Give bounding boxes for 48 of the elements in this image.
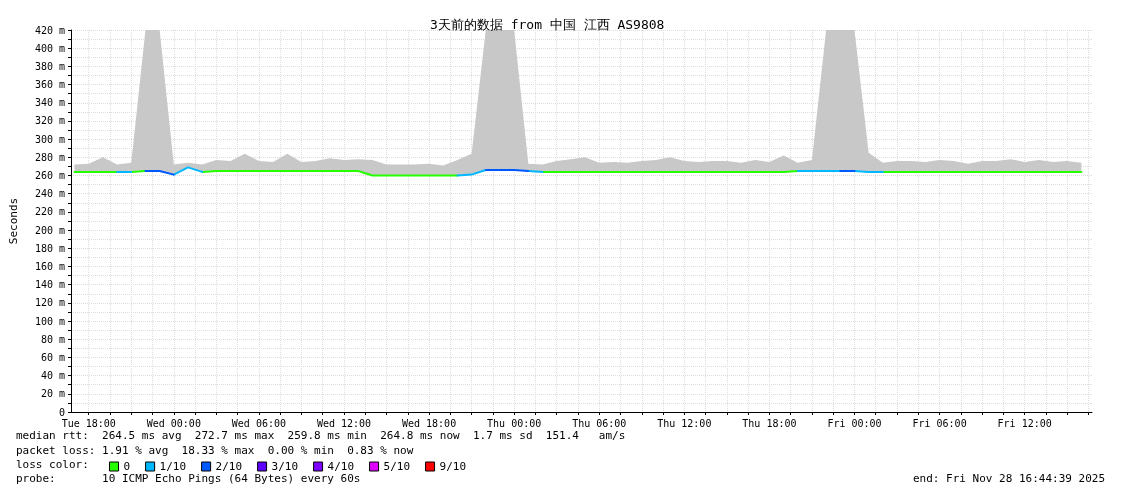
- x-tick-label: Wed 18:00: [401, 417, 457, 429]
- x-tick-label: Wed 06:00: [231, 417, 286, 429]
- y-tick-label: 300 m: [34, 133, 65, 145]
- legend-label: 4/10: [327, 460, 355, 473]
- y-axis-title: Seconds: [7, 197, 20, 245]
- y-tick-label: 280 m: [34, 151, 65, 163]
- y-tick-label: 380 m: [34, 60, 65, 72]
- y-tick-label: 100 m: [34, 315, 65, 327]
- y-tick-label: 60 m: [40, 351, 65, 363]
- y-tick-label: 160 m: [34, 260, 65, 272]
- x-tick-label: Wed 00:00: [146, 417, 201, 429]
- x-tick-label: Wed 12:00: [316, 417, 372, 429]
- chart-title: 3天前的数据 from 中国 江西 AS9808: [430, 17, 665, 32]
- y-tick-label: 0: [58, 406, 65, 418]
- y-tick-label: 200 m: [34, 224, 65, 236]
- legend-label: 2/10: [215, 460, 243, 473]
- y-tick-label: 140 m: [34, 279, 65, 291]
- y-tick-label: 400 m: [34, 42, 65, 54]
- text: end: Fri Nov 28 16:44:39 2025: [912, 472, 1106, 485]
- y-tick-label: 20 m: [40, 388, 65, 400]
- y-tick-label: 40 m: [40, 370, 65, 382]
- legend-label: 9/10: [439, 460, 467, 473]
- y-tick-label: 360 m: [34, 79, 65, 91]
- legend-title: loss color:: [16, 458, 89, 471]
- x-tick-label: Thu 00:00: [487, 417, 542, 429]
- x-tick-label: Tue 18:00: [61, 417, 116, 429]
- x-tick-label: Thu 18:00: [742, 417, 797, 429]
- text: probe: 10 ICMP Echo Pings (64 Bytes) every 60s: [16, 472, 361, 485]
- legend-label: 5/10: [383, 460, 411, 473]
- legend-label: 3/10: [271, 460, 299, 473]
- y-tick-label: 120 m: [34, 297, 65, 309]
- y-tick-label: 240 m: [34, 188, 65, 200]
- text: packet loss: 1.91 % avg 18.33 % max 0.00 % min 0.83 % now: [16, 444, 414, 457]
- legend-label: 0: [123, 460, 131, 473]
- y-tick-label: 260 m: [34, 170, 65, 182]
- x-tick-label: Fri 06:00: [912, 417, 967, 429]
- y-tick-label: 320 m: [34, 115, 65, 127]
- y-tick-label: 80 m: [40, 333, 65, 345]
- y-tick-label: 220 m: [34, 206, 65, 218]
- legend-label: 1/10: [159, 460, 187, 473]
- x-tick-label: Fri 00:00: [827, 417, 882, 429]
- y-tick-label: 180 m: [34, 242, 65, 254]
- x-tick-label: Thu 06:00: [572, 417, 627, 429]
- y-tick-label: 340 m: [34, 97, 65, 109]
- x-tick-label: Fri 12:00: [997, 417, 1052, 429]
- y-tick-label: 420 m: [34, 24, 65, 36]
- x-tick-label: Thu 12:00: [657, 417, 712, 429]
- text: median rtt: 264.5 ms avg 272.7 ms max 259.8 ms min 264.8 ms now 1.7 ms sd 151.4 am/s: [16, 429, 626, 442]
